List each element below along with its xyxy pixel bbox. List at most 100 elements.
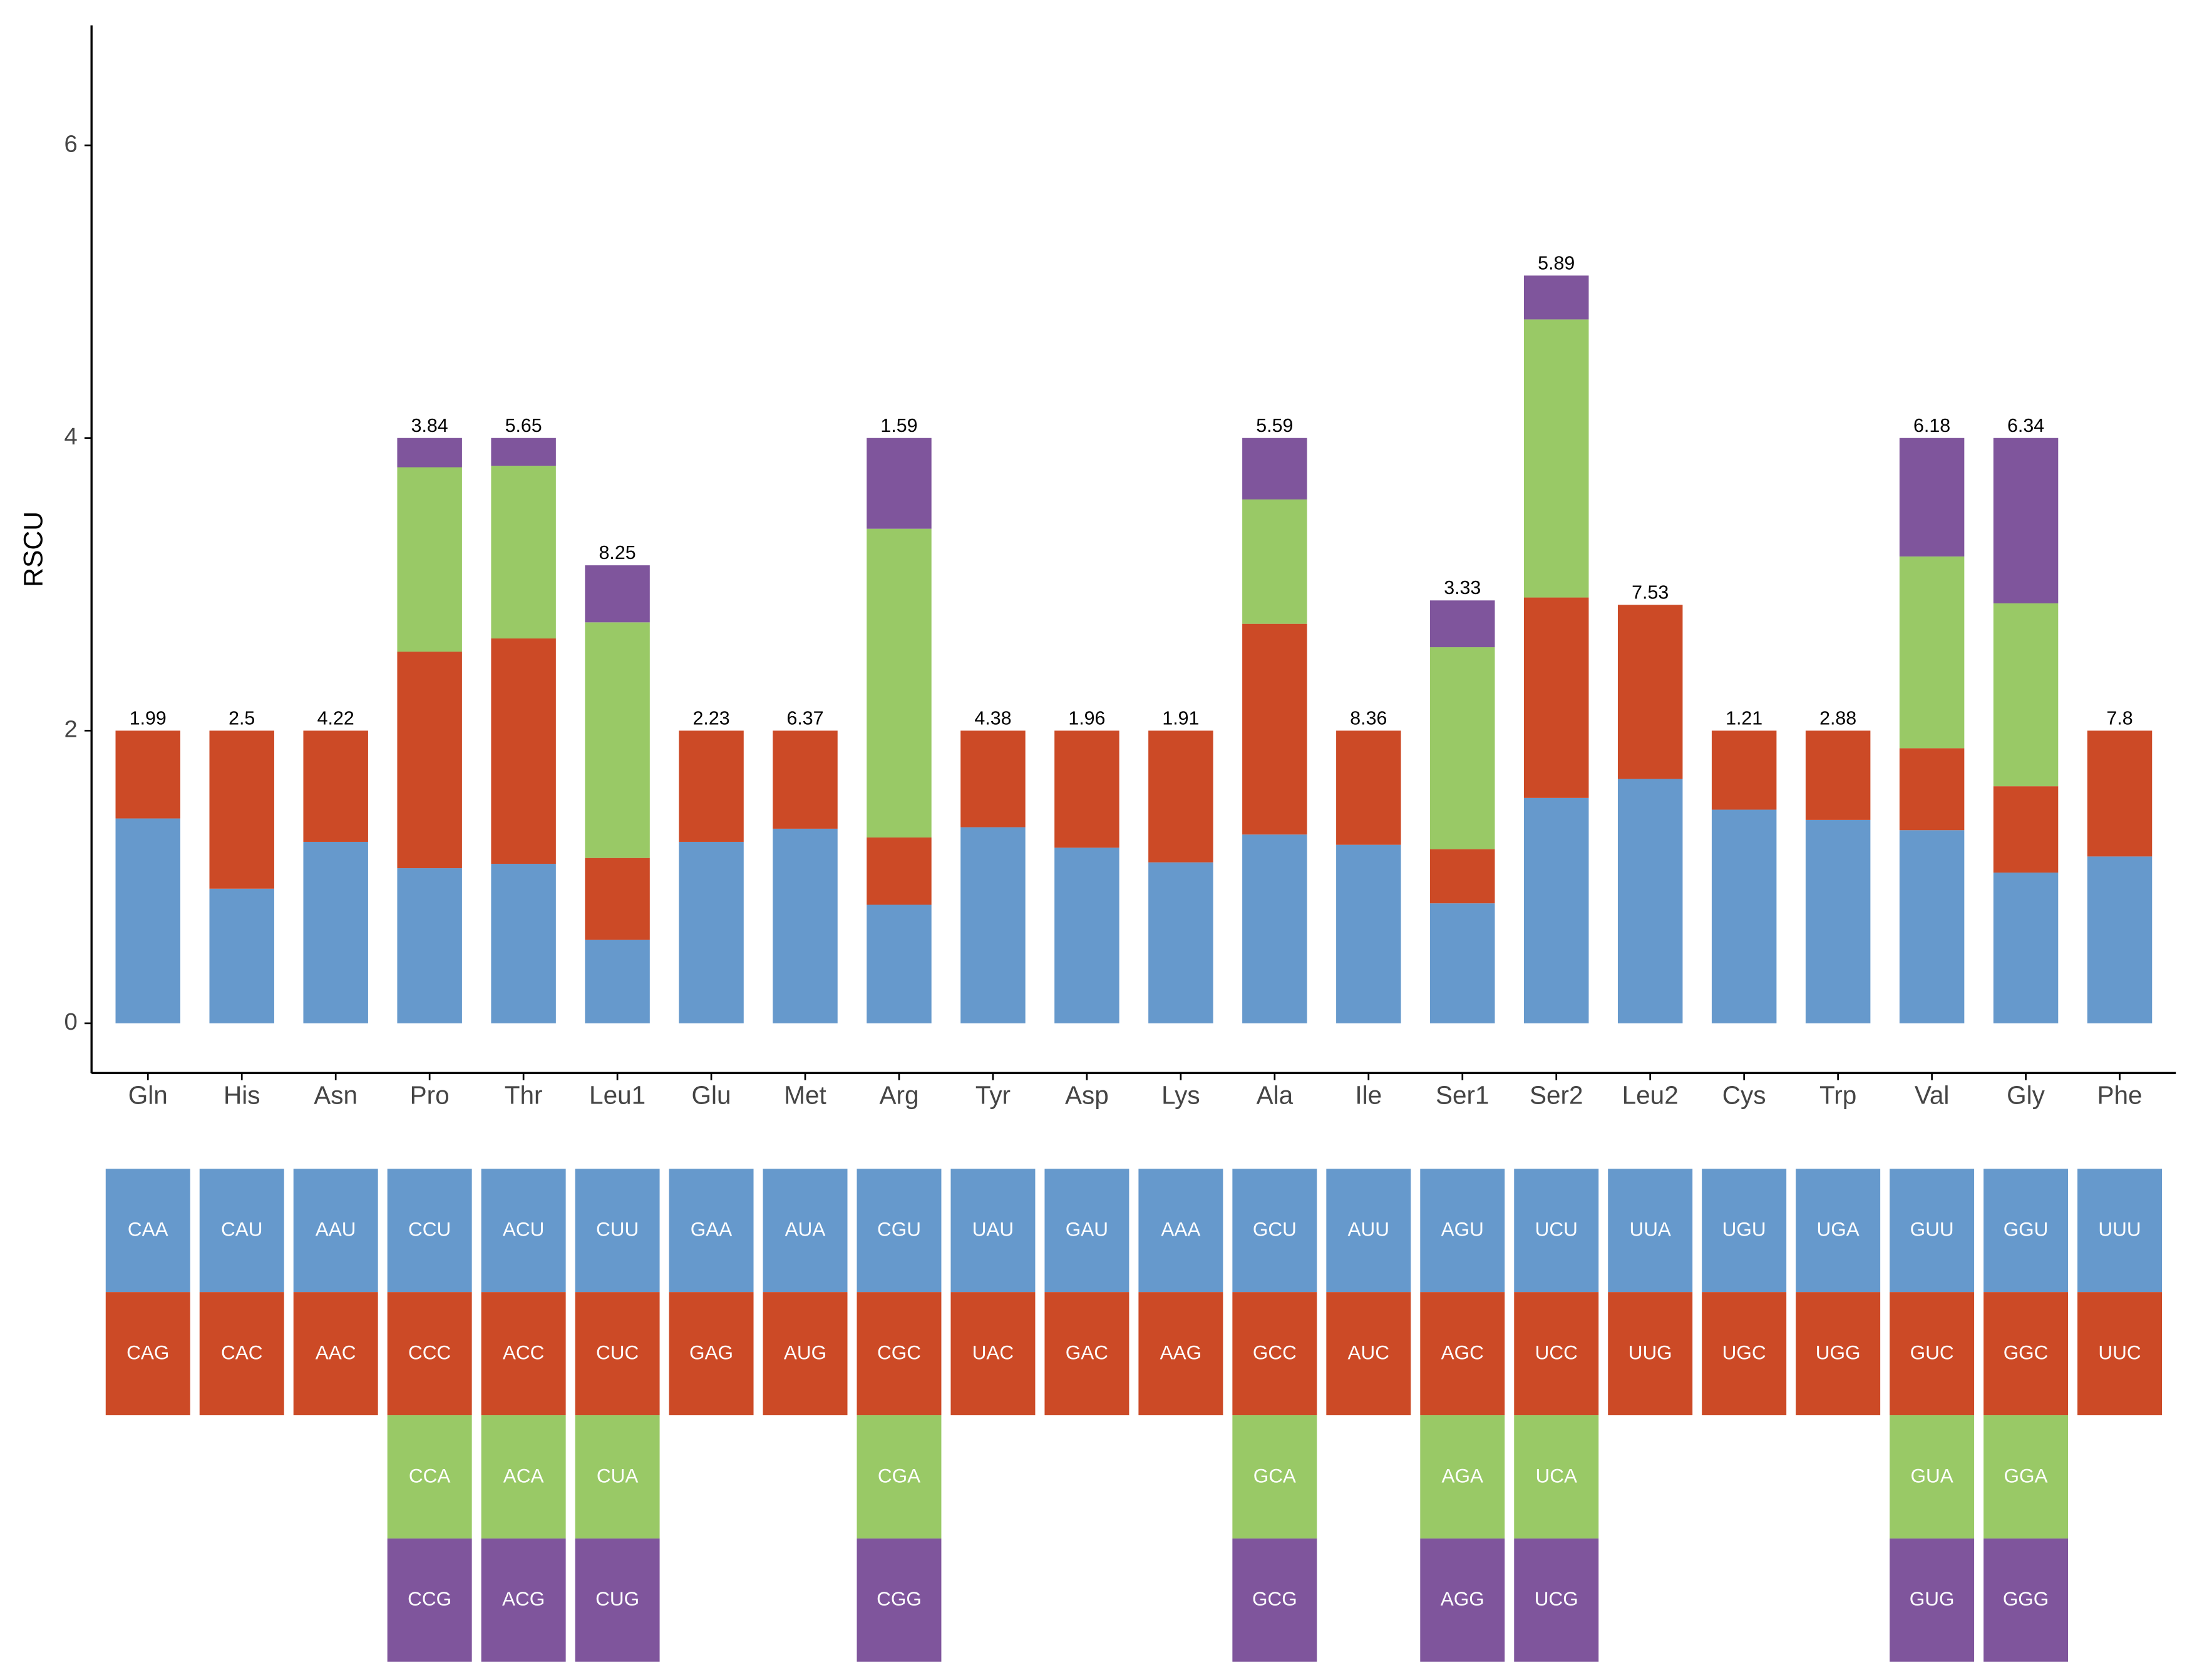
codon-cell: [1138, 1169, 1223, 1293]
codon-cell: [575, 1538, 660, 1662]
bar-segment: [867, 904, 932, 1023]
codon-label: AGC: [1441, 1341, 1484, 1363]
bar-segment: [585, 940, 650, 1023]
codon-label: GAG: [689, 1341, 733, 1363]
bar-segment: [585, 565, 650, 623]
bar-segment: [773, 828, 838, 1023]
codon-label: CCU: [408, 1218, 451, 1241]
codon-cell: [575, 1169, 660, 1293]
bar-top-label: 7.8: [2106, 708, 2133, 729]
bar-segment: [867, 438, 932, 529]
y-tick-label: 0: [64, 1008, 77, 1035]
y-tick-label: 4: [64, 423, 77, 450]
codon-cell: [1796, 1292, 1881, 1416]
bar-segment: [397, 438, 462, 468]
codon-label: UCC: [1535, 1341, 1578, 1363]
x-tick-label: Ala: [1257, 1080, 1294, 1109]
codon-cell: [1983, 1169, 2069, 1293]
codon-cell: [1702, 1292, 1787, 1416]
x-tick-label: Val: [1915, 1080, 1950, 1109]
bar-segment: [1899, 438, 1965, 557]
bar-segment: [2087, 730, 2153, 857]
y-tick-label: 2: [64, 715, 77, 742]
bar-segment: [303, 841, 368, 1023]
codon-label: CGU: [877, 1218, 921, 1241]
bar-segment: [1242, 623, 1307, 835]
bar-segment: [960, 730, 1026, 827]
codon-cell: [1232, 1415, 1317, 1539]
codon-cell: [950, 1292, 1036, 1416]
bar-segment: [1993, 603, 2059, 787]
codon-cell: [293, 1169, 378, 1293]
codon-label: GAA: [691, 1218, 732, 1241]
codon-cell: [199, 1292, 284, 1416]
codon-cell: [857, 1292, 942, 1416]
bar-segment: [397, 652, 462, 869]
bar-segment: [1523, 275, 1589, 320]
codon-cell: [1890, 1415, 1975, 1539]
codon-label: UUC: [2098, 1341, 2141, 1363]
codon-label: ACA: [503, 1464, 544, 1487]
codon-label: CGC: [877, 1341, 921, 1363]
codon-cell: [1420, 1292, 1505, 1416]
bar-segment: [1805, 730, 1871, 820]
codon-label: CAA: [128, 1218, 168, 1241]
codon-label: CUC: [596, 1341, 639, 1363]
codon-label: AGG: [1441, 1587, 1484, 1610]
codon-label: GGA: [2004, 1464, 2048, 1487]
codon-label: CGG: [877, 1587, 922, 1610]
bar-top-label: 3.33: [1444, 578, 1481, 598]
bar-segment: [397, 467, 462, 652]
codon-label: UCA: [1535, 1464, 1577, 1487]
x-tick-label: Arg: [879, 1080, 918, 1109]
x-tick-label: Gln: [128, 1080, 168, 1109]
bar-segment: [491, 864, 556, 1023]
bar-top-label: 1.99: [130, 708, 167, 729]
codon-cell: [1983, 1292, 2069, 1416]
codon-cell: [387, 1538, 472, 1662]
x-tick-label: Cys: [1722, 1080, 1766, 1109]
codon-cell: [857, 1415, 942, 1539]
codon-cell: [1608, 1292, 1693, 1416]
bar-segment: [1805, 819, 1871, 1023]
bar-segment: [679, 730, 744, 842]
x-tick-label: Leu1: [589, 1080, 646, 1109]
codon-cell: [575, 1292, 660, 1416]
bar-segment: [1430, 849, 1495, 904]
codon-cell: [1232, 1292, 1317, 1416]
bar-segment: [773, 730, 838, 829]
codon-label: AAU: [316, 1218, 356, 1241]
codon-label: UUA: [1629, 1218, 1670, 1241]
bar-segment: [1336, 730, 1401, 845]
x-tick-label: Pro: [410, 1080, 450, 1109]
codon-label: UGA: [1817, 1218, 1860, 1241]
codon-cell: [1232, 1169, 1317, 1293]
codon-cell: [1232, 1538, 1317, 1662]
x-tick-label: Glu: [692, 1080, 731, 1109]
codon-label: UGU: [1722, 1218, 1766, 1241]
codon-cell: [1420, 1538, 1505, 1662]
codon-label: CCC: [408, 1341, 451, 1363]
bar-segment: [1993, 438, 2059, 603]
bar-segment: [1993, 873, 2059, 1023]
codon-label: UCU: [1535, 1218, 1578, 1241]
bar-segment: [1523, 319, 1589, 598]
x-tick-label: Met: [784, 1080, 826, 1109]
codon-cell: [669, 1169, 754, 1293]
bar-segment: [1242, 499, 1307, 624]
codon-cell: [481, 1292, 566, 1416]
bar-segment: [1711, 730, 1777, 810]
x-tick-label: Ile: [1355, 1080, 1382, 1109]
codon-label: UUG: [1628, 1341, 1672, 1363]
codon-cell: [1608, 1169, 1693, 1293]
codon-label: AUG: [784, 1341, 826, 1363]
codon-cell: [1326, 1169, 1411, 1293]
codon-label: GAU: [1066, 1218, 1108, 1241]
codon-label: GGG: [2003, 1587, 2049, 1610]
codon-label: AAC: [316, 1341, 356, 1363]
bar-segment: [1148, 862, 1213, 1023]
bar-segment: [209, 730, 274, 889]
codon-label: GGU: [2004, 1218, 2049, 1241]
codon-label: AUA: [785, 1218, 826, 1241]
